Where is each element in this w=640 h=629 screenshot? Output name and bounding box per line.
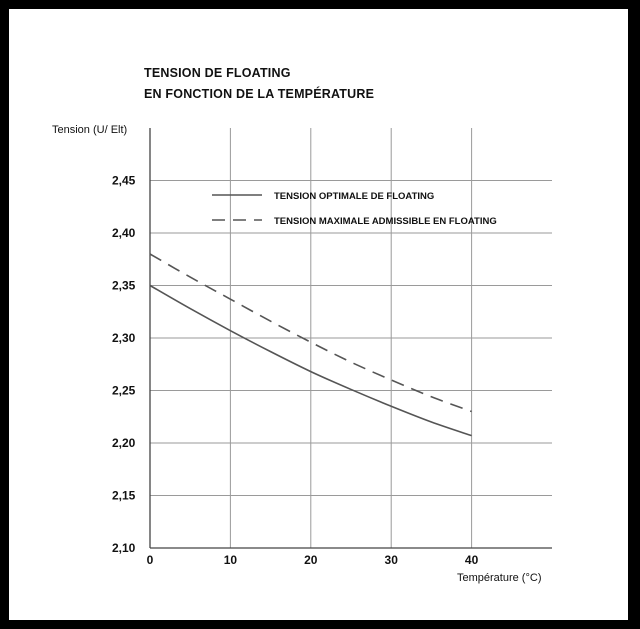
- legend: TENSION OPTIMALE DE FLOATING TENSION MAXI…: [212, 191, 497, 227]
- x-tick-label: 40: [465, 553, 479, 567]
- y-tick-label: 2,15: [112, 489, 136, 503]
- grid: [150, 128, 552, 549]
- legend-label: TENSION OPTIMALE DE FLOATING: [274, 191, 434, 202]
- x-tick-label: 30: [385, 553, 399, 567]
- axes: [149, 128, 552, 549]
- x-axis-label: Température (°C): [457, 572, 541, 584]
- series-line-maximale: [149, 253, 472, 413]
- x-tick-label: 0: [147, 553, 154, 567]
- legend-label: TENSION MAXIMALE ADMISSIBLE EN FLOATING: [274, 216, 497, 227]
- chart-title: TENSION DE FLOATING: [144, 66, 291, 80]
- chart-title-block: TENSION DE FLOATING EN FONCTION DE LA TE…: [144, 63, 374, 105]
- x-tick-label: 20: [304, 553, 318, 567]
- y-tick-label: 2,35: [112, 279, 136, 293]
- y-tick-label: 2,30: [112, 331, 136, 345]
- y-axis-label: Tension (U/ Elt): [52, 124, 127, 136]
- y-tick-label: 2,10: [112, 541, 136, 555]
- x-tick-label: 10: [224, 553, 238, 567]
- chart-frame: [9, 9, 628, 620]
- series-line-optimale: [149, 284, 472, 437]
- series: [149, 253, 472, 437]
- y-tick-label: 2,20: [112, 436, 136, 450]
- y-tick-label: 2,40: [112, 226, 136, 240]
- y-tick-label: 2,25: [112, 384, 136, 398]
- chart-subtitle: EN FONCTION DE LA TEMPÉRATURE: [144, 87, 375, 101]
- tick-labels: 2,10 2,15 2,20 2,25 2,30 2,35 2,40 2,45 0 10 20 30 4…: [112, 174, 479, 568]
- y-tick-label: 2,45: [112, 174, 136, 188]
